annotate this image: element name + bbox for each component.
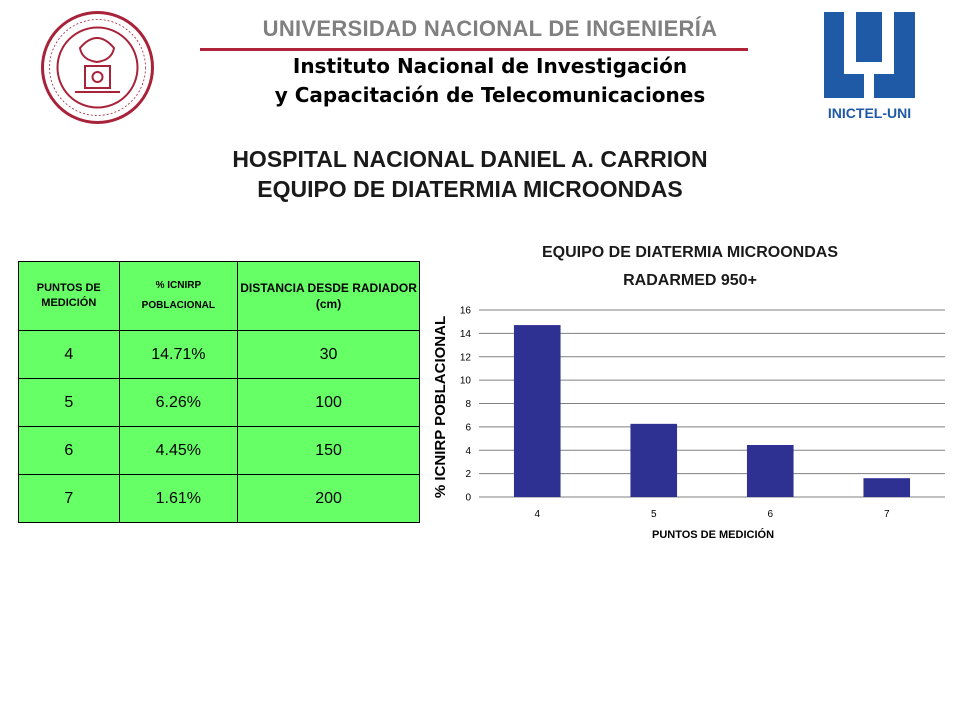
- cell-distancia: 150: [237, 426, 420, 475]
- y-tick-label: 16: [460, 306, 472, 317]
- cell-icnirp: 1.61%: [118, 474, 239, 523]
- table-row: 7 1.61% 200: [18, 474, 420, 523]
- header-rule: [200, 48, 748, 51]
- y-tick-label: 0: [465, 493, 471, 504]
- table-row: 5 6.26% 100: [18, 378, 420, 427]
- cell-distancia: 200: [237, 474, 420, 523]
- y-tick-label: 6: [465, 422, 471, 433]
- bar: [513, 325, 561, 497]
- institute-name-line1: Instituto Nacional de Investigación: [292, 54, 688, 78]
- chart-x-axis-label: PUNTOS DE MEDICIÓN: [652, 528, 774, 541]
- page-title-line1: HOSPITAL NACIONAL DANIEL A. CARRION: [232, 146, 708, 172]
- institute-name-line2: y Capacitación de Telecomunicaciones: [274, 83, 706, 107]
- university-seal: [41, 11, 154, 124]
- cell-icnirp: 14.71%: [118, 330, 239, 379]
- y-tick-label: 8: [465, 399, 471, 410]
- x-tick-label: 4: [534, 509, 540, 520]
- svg-text:INICTEL-UNI: INICTEL-UNI: [828, 105, 911, 121]
- x-tick-label: 6: [767, 509, 773, 520]
- x-tick-label: 7: [884, 509, 890, 520]
- chart-y-axis-label: % ICNIRP POBLACIONAL: [432, 316, 449, 498]
- measurement-table: PUNTOS DE MEDICIÓN % ICNIRP POBLACIONAL …: [18, 261, 420, 523]
- chart-bars: [513, 325, 911, 497]
- cell-icnirp: 4.45%: [118, 426, 239, 475]
- header-icnirp: % ICNIRP POBLACIONAL: [118, 261, 239, 331]
- y-tick-label: 12: [460, 352, 472, 363]
- y-tick-label: 2: [465, 469, 471, 480]
- chart-y-ticks: 0 2 4 6 8 10 12 14 16: [460, 306, 472, 504]
- university-name: UNIVERSIDAD NACIONAL DE INGENIERÍA: [262, 16, 718, 41]
- cell-icnirp: 6.26%: [118, 378, 239, 427]
- page-title-line2: EQUIPO DE DIATERMIA MICROONDAS: [257, 176, 683, 202]
- y-tick-label: 10: [460, 376, 472, 387]
- chart-x-ticks: 4 5 6 7: [534, 509, 890, 520]
- header-distancia: DISTANCIA DESDE RADIADOR (cm): [237, 261, 420, 331]
- cell-punto: 6: [18, 426, 120, 475]
- inictel-uni-logo: INICTEL-UNI: [824, 12, 915, 121]
- cell-punto: 5: [18, 378, 120, 427]
- x-tick-label: 5: [651, 509, 657, 520]
- chart-title-line2: RADARMED 950+: [623, 272, 757, 289]
- chart-title-line1: EQUIPO DE DIATERMIA MICROONDAS: [541, 244, 838, 261]
- bar: [863, 478, 911, 497]
- cell-distancia: 30: [237, 330, 420, 379]
- cell-punto: 4: [18, 330, 120, 379]
- table-header-row: PUNTOS DE MEDICIÓN % ICNIRP POBLACIONAL …: [18, 261, 420, 331]
- cell-punto: 7: [18, 474, 120, 523]
- header-puntos: PUNTOS DE MEDICIÓN: [18, 261, 120, 331]
- y-tick-label: 14: [460, 329, 472, 340]
- y-tick-label: 4: [465, 446, 471, 457]
- table-row: 6 4.45% 150: [18, 426, 420, 475]
- bar: [746, 444, 794, 497]
- table-row: 4 14.71% 30: [18, 330, 420, 379]
- bar: [630, 423, 678, 497]
- cell-distancia: 100: [237, 378, 420, 427]
